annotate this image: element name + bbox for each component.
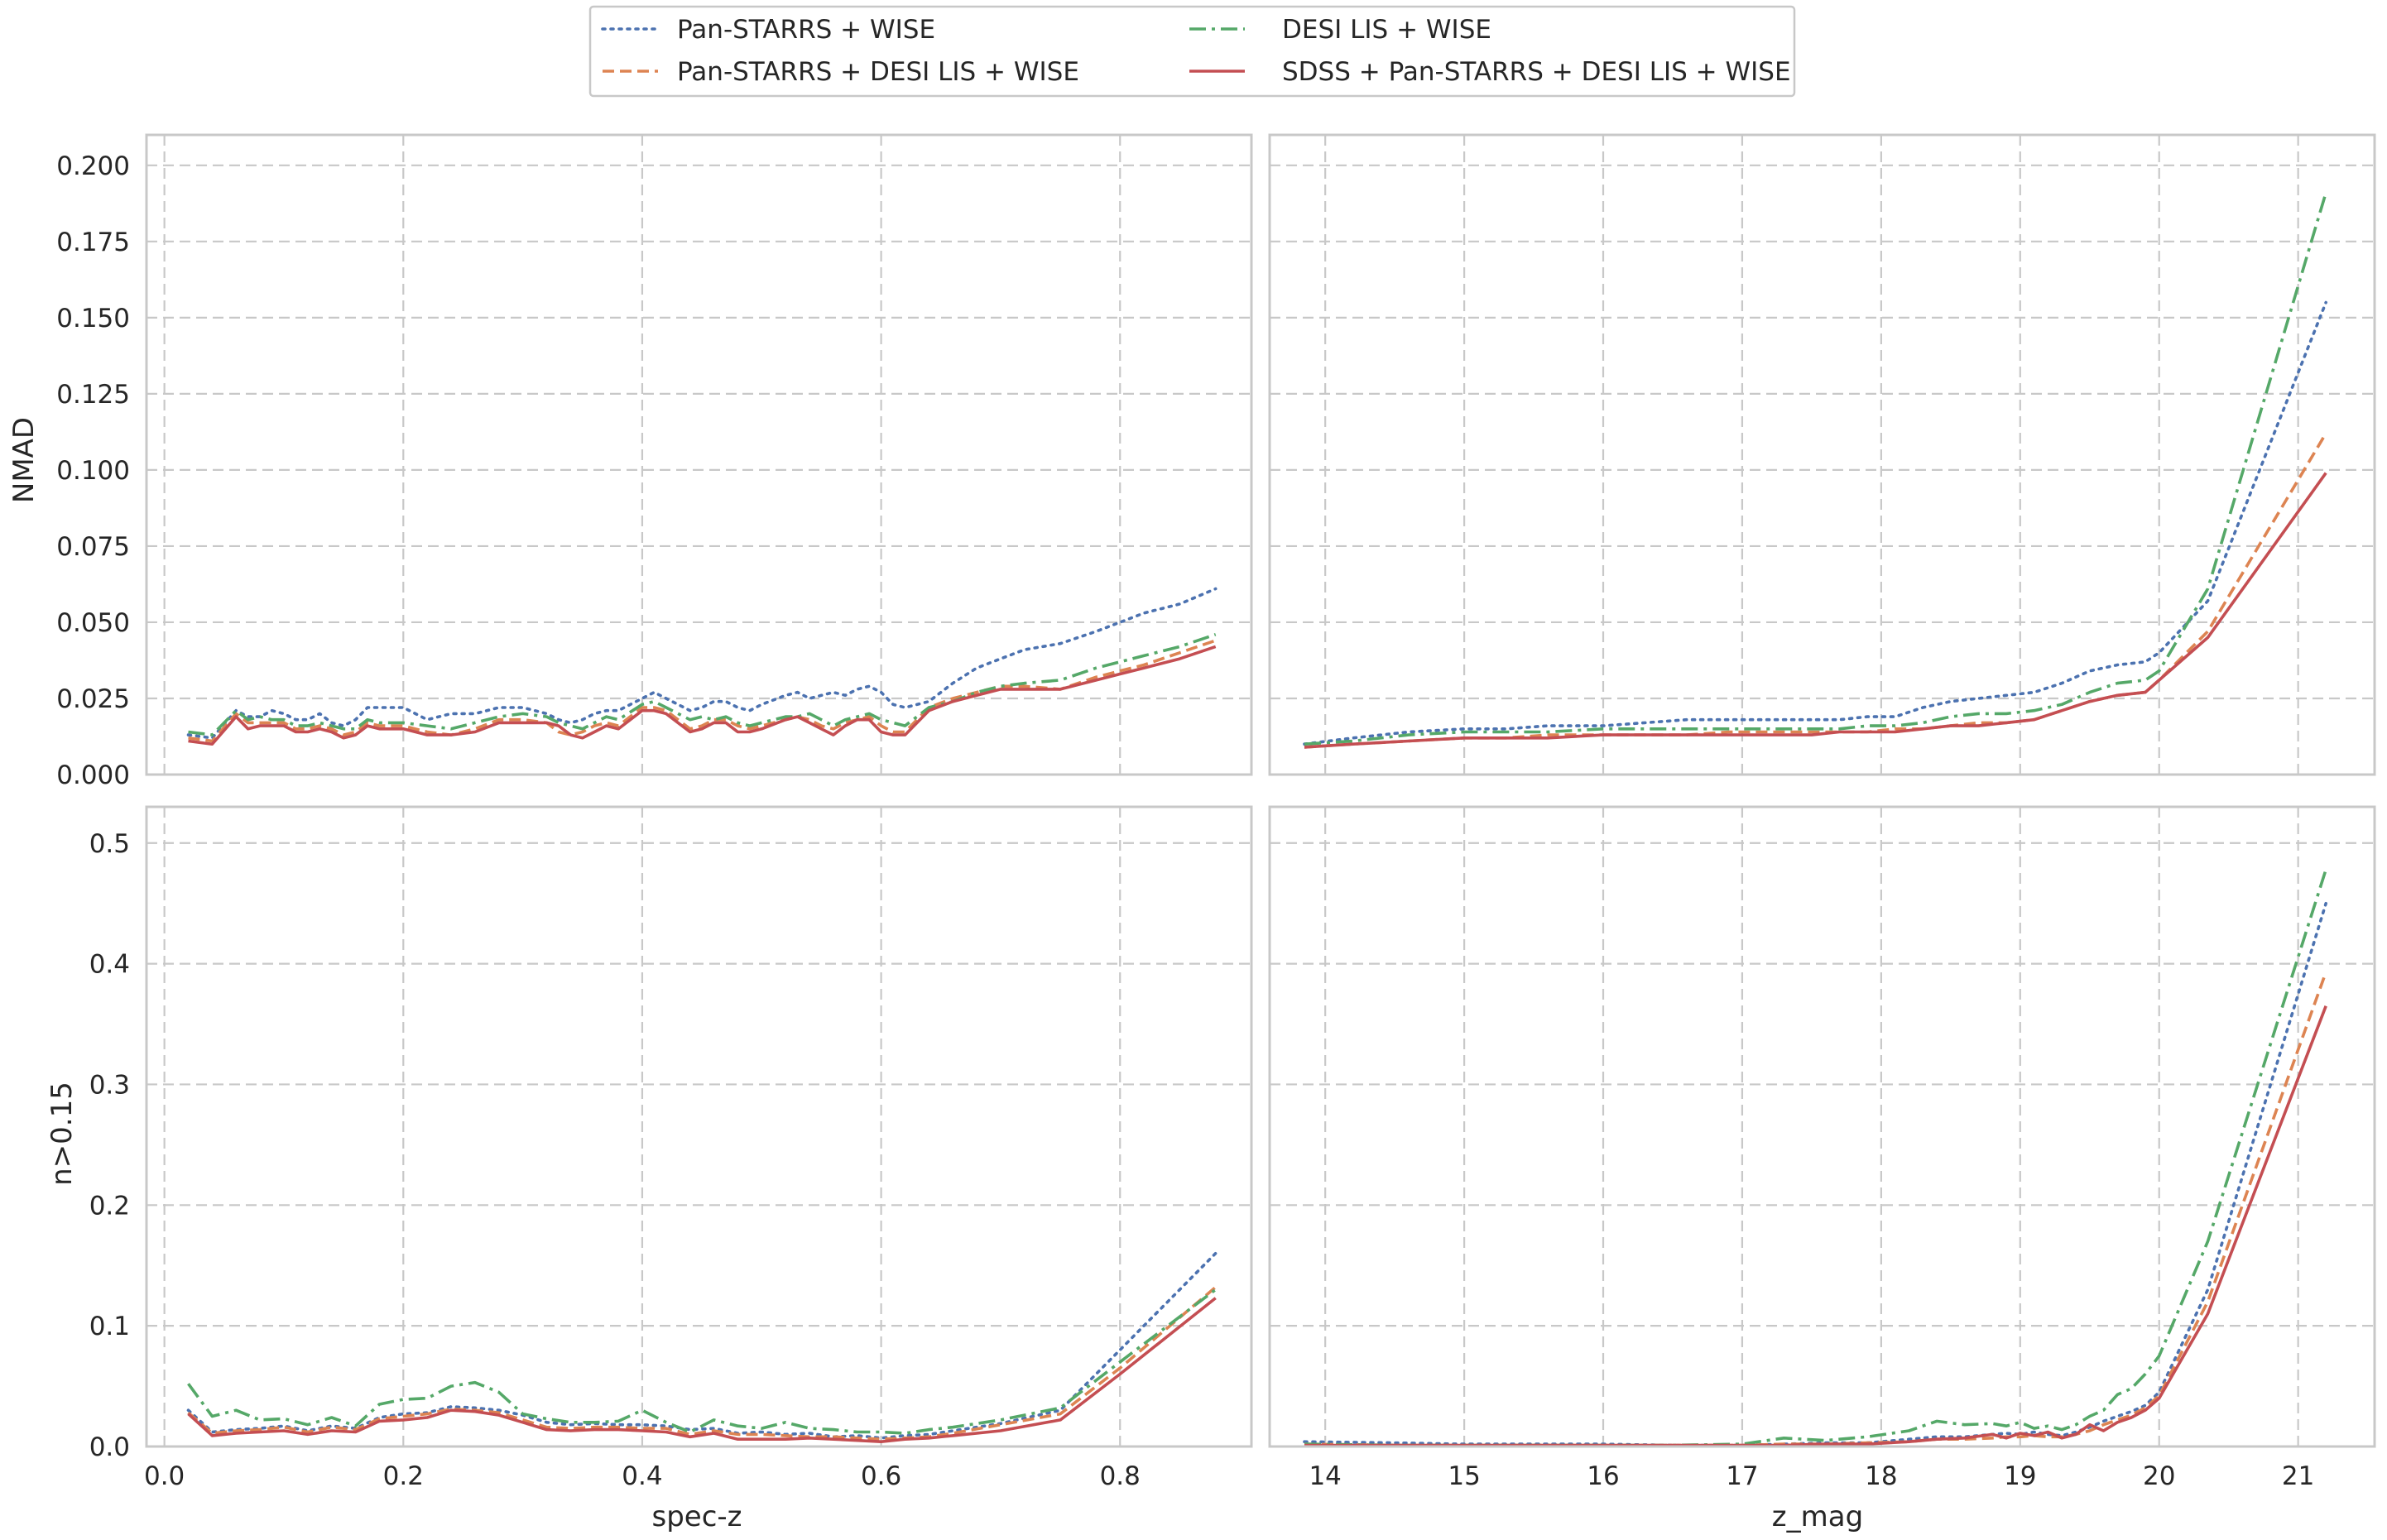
panel-outlier-fraction-vs-z-mag: 14 15 16 17 18 19 20 21 (1268, 805, 2376, 1491)
y-axis-label-nmad: NMAD (7, 417, 41, 503)
x-tick-label: 15 (1448, 1461, 1480, 1491)
x-tick-label: 16 (1587, 1461, 1619, 1491)
y-tick-label: 0.0 (89, 1432, 130, 1462)
series-line-desi-wise (1304, 869, 2327, 1446)
series-line-desi-wise (187, 1288, 1217, 1435)
x-tick-label: 17 (1726, 1461, 1758, 1491)
y-tick-label: 0.125 (56, 380, 130, 410)
y-axis-label-outlier-fraction: n>0.15 (46, 1082, 79, 1186)
panel-frame (1268, 805, 2376, 1448)
y-tick-label: 0.2 (89, 1191, 130, 1221)
panel-frame (145, 805, 1253, 1448)
series-line-all (187, 1297, 1217, 1443)
series-line-all (188, 645, 1217, 746)
x-tick-label: 0.8 (1100, 1461, 1141, 1491)
legend-label-pan-starrs-wise: Pan-STARRS + WISE (677, 15, 935, 45)
panel-frame (145, 133, 1253, 776)
legend-label-sdss-pan-starrs-desi-wise: SDSS + Pan-STARRS + DESI LIS + WISE (1282, 57, 1791, 87)
y-tick-label: 0.075 (56, 532, 130, 562)
x-tick-label: 19 (2004, 1461, 2036, 1491)
legend-frame (588, 5, 1796, 98)
y-tick-label: 0.1 (89, 1312, 130, 1341)
series-line-desi-wise (1304, 192, 2327, 746)
x-tick-label: 20 (2143, 1461, 2175, 1491)
x-tick-label: 0.2 (383, 1461, 424, 1491)
x-tick-label: 0.4 (622, 1461, 662, 1491)
series-group (1303, 192, 2327, 749)
panel-nmad-vs-z-mag (1268, 133, 2376, 776)
y-tick-label: 0.050 (56, 608, 130, 638)
x-tick-label: 0.6 (861, 1461, 901, 1491)
series-group (186, 587, 1218, 746)
panel-nmad-vs-spec-z: 0.000 0.025 0.050 0.075 0.100 0.125 0.150 0.175… (56, 133, 1253, 790)
y-tick-label: 0.3 (89, 1070, 130, 1100)
y-tick-label: 0.175 (56, 228, 130, 257)
x-tick-label: 18 (1865, 1461, 1897, 1491)
y-tick-label: 0.000 (56, 760, 130, 790)
x-tick-label: 0.0 (144, 1461, 185, 1491)
series-group (186, 1251, 1218, 1443)
y-tick-label: 0.200 (56, 151, 130, 181)
x-axis-label-spec-z: spec-z (651, 1500, 742, 1533)
legend-label-desi-wise: DESI LIS + WISE (1282, 15, 1491, 45)
x-axis-label-z-mag: z_mag (1772, 1500, 1863, 1533)
legend-label-pan-starrs-desi-wise: Pan-STARRS + DESI LIS + WISE (677, 57, 1079, 87)
series-line-ps-wise (186, 587, 1218, 740)
y-tick-label: 0.150 (56, 304, 130, 333)
y-tick-label: 0.025 (56, 684, 130, 714)
series-line-ps-wise (1303, 300, 2327, 746)
series-line-all (1304, 472, 2327, 749)
x-tick-label: 21 (2282, 1461, 2314, 1491)
legend: Pan-STARRS + WISE Pan-STARRS + DESI LIS … (588, 5, 1796, 98)
y-tick-label: 0.5 (89, 829, 130, 859)
series-line-desi-wise (188, 632, 1217, 736)
panel-outlier-fraction-vs-spec-z: 0.0 0.2 0.4 0.6 0.8 0.0 0.1 0.2 0.3 0.4 0.5 (89, 805, 1253, 1491)
panel-frame (1268, 133, 2376, 776)
y-tick-label: 0.100 (56, 456, 130, 486)
y-tick-label: 0.4 (89, 950, 130, 980)
x-tick-label: 14 (1309, 1461, 1341, 1491)
